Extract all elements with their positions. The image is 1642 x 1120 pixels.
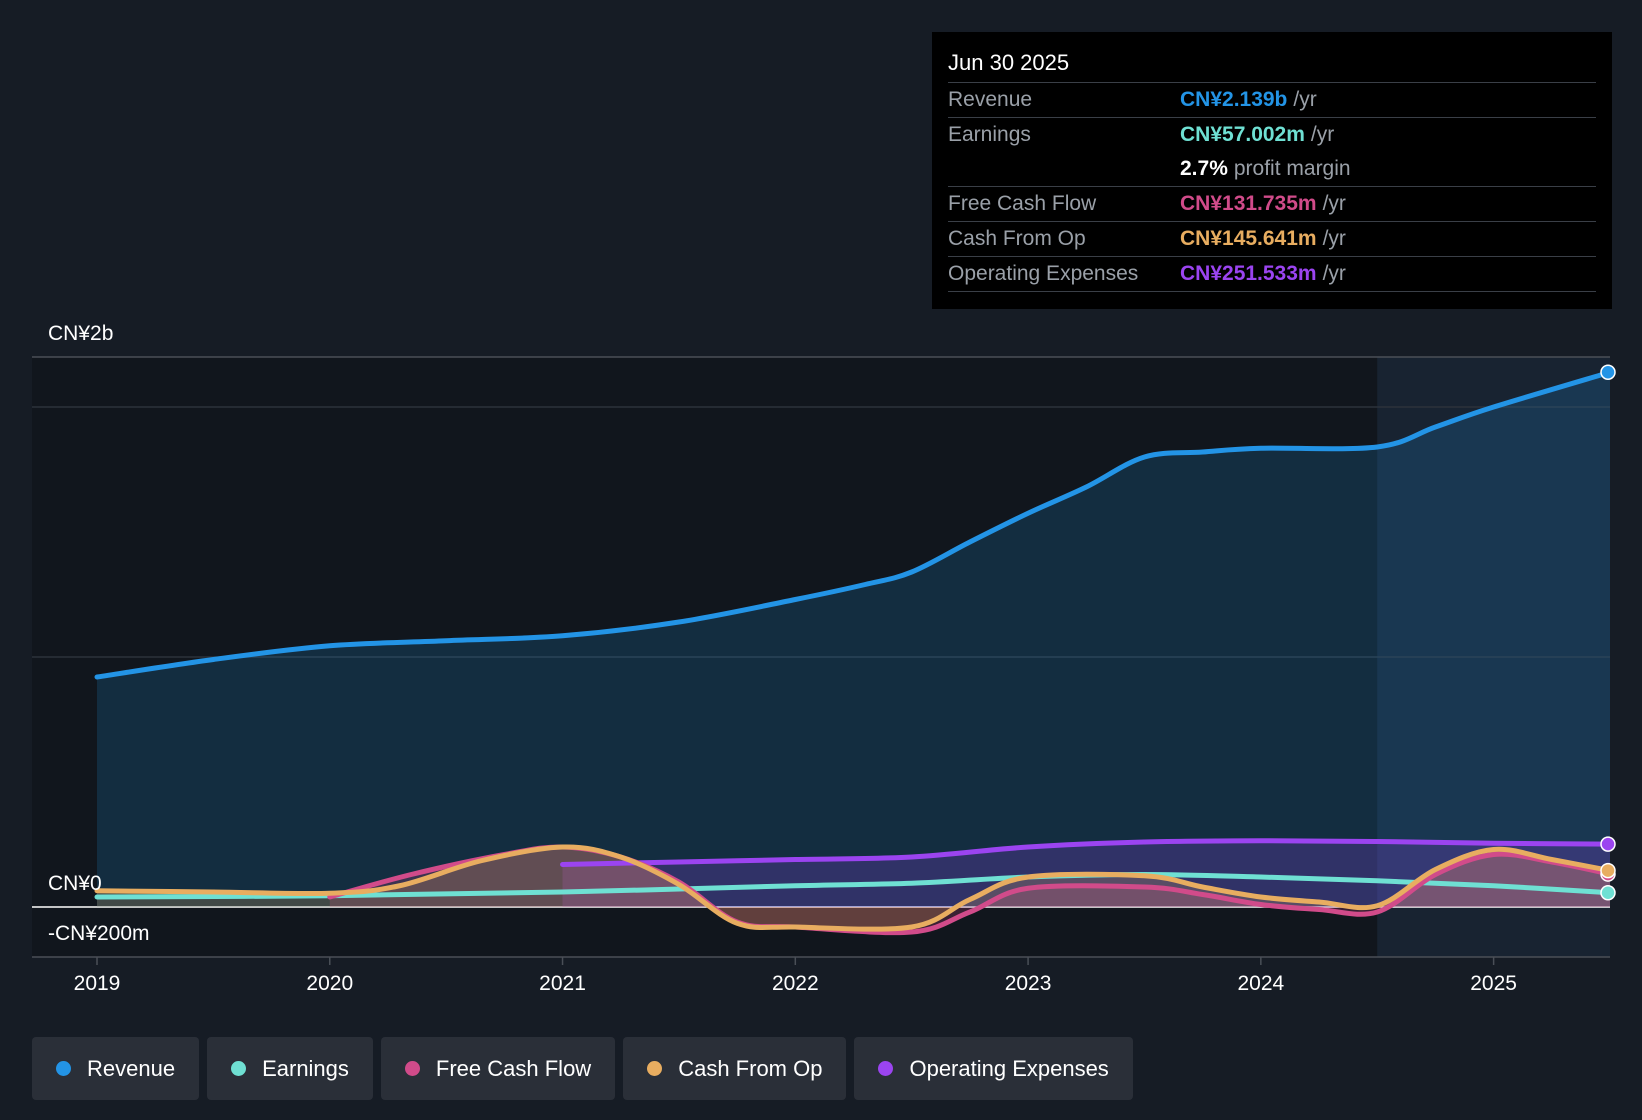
legend-item-operating-expenses[interactable]: Operating Expenses bbox=[854, 1037, 1133, 1100]
tooltip-unit: /yr bbox=[1293, 88, 1317, 111]
tooltip-label: Free Cash Flow bbox=[948, 192, 1097, 215]
tooltip-row-free-cash-flow: Free Cash Flow CN¥131.735m /yr bbox=[948, 187, 1596, 222]
x-tick-label: 2020 bbox=[306, 972, 353, 995]
x-tick-label: 2019 bbox=[74, 972, 121, 995]
x-tick-label: 2021 bbox=[539, 972, 586, 995]
series-line-cfo bbox=[94, 844, 1613, 932]
tooltip-unit: /yr bbox=[1322, 227, 1346, 250]
legend-item-revenue[interactable]: Revenue bbox=[32, 1037, 200, 1100]
tooltip-label: Earnings bbox=[948, 123, 1031, 146]
tooltip-unit: profit margin bbox=[1233, 157, 1351, 180]
tooltip-unit: /yr bbox=[1322, 262, 1346, 285]
line-layer bbox=[94, 369, 1613, 936]
tooltip-date: Jun 30 2025 bbox=[948, 46, 1596, 83]
end-marker-cfo bbox=[1600, 862, 1616, 879]
x-tick-label: 2023 bbox=[1005, 972, 1052, 995]
tooltip-panel: Jun 30 2025 Revenue CN¥2.139b /yr Earnin… bbox=[932, 32, 1612, 309]
y-label-bottom: -CN¥200m bbox=[48, 922, 150, 945]
end-marker-layer bbox=[1600, 364, 1616, 901]
tooltip-row-revenue: Revenue CN¥2.139b /yr bbox=[948, 83, 1596, 118]
tooltip-value: CN¥131.735m bbox=[1180, 192, 1317, 215]
tooltip-label: Cash From Op bbox=[948, 227, 1086, 250]
end-marker-opex bbox=[1600, 836, 1616, 852]
legend-label: Free Cash Flow bbox=[435, 1055, 592, 1081]
tooltip-value: CN¥2.139b bbox=[1180, 88, 1288, 111]
tooltip-label bbox=[948, 152, 1180, 186]
series-line-earnings bbox=[94, 871, 1613, 900]
legend-dot-icon bbox=[231, 1061, 247, 1076]
legend-label: Earnings bbox=[262, 1055, 349, 1081]
legend-dot-icon bbox=[404, 1061, 420, 1076]
x-tick-layer: 2019 2020 2021 2022 2023 2024 2025 bbox=[74, 957, 1517, 995]
y-label-zero: CN¥0 bbox=[48, 872, 102, 895]
legend-dot-icon bbox=[56, 1061, 71, 1076]
x-tick-label: 2024 bbox=[1237, 972, 1284, 995]
tooltip-label: Operating Expenses bbox=[948, 262, 1139, 285]
area-revenue bbox=[97, 372, 1610, 907]
legend-label: Operating Expenses bbox=[909, 1055, 1109, 1081]
tooltip-row-profit-margin: 2.7% profit margin bbox=[948, 152, 1596, 187]
tooltip-row-earnings: Earnings CN¥57.002m /yr bbox=[948, 118, 1596, 152]
tooltip-unit: /yr bbox=[1310, 123, 1335, 146]
end-marker-earnings bbox=[1600, 885, 1616, 901]
tooltip-value: 2.7% bbox=[1180, 157, 1228, 180]
tooltip-value: CN¥145.641m bbox=[1180, 227, 1317, 250]
legend-dot-icon bbox=[878, 1061, 894, 1076]
tooltip-value: CN¥251.533m bbox=[1180, 262, 1317, 285]
series-line-opex bbox=[560, 838, 1613, 867]
legend-label: Cash From Op bbox=[678, 1055, 823, 1081]
y-label-top: CN¥2b bbox=[48, 322, 113, 345]
legend-dot-icon bbox=[647, 1061, 663, 1076]
x-tick-label: 2025 bbox=[1470, 972, 1517, 995]
tooltip-row-operating-expenses: Operating Expenses CN¥251.533m /yr bbox=[948, 257, 1596, 292]
legend-item-cash-from-op[interactable]: Cash From Op bbox=[623, 1037, 847, 1100]
axis-label-layer: CN¥2b CN¥0 -CN¥200m bbox=[48, 322, 150, 945]
tooltip-unit: /yr bbox=[1322, 192, 1346, 215]
area-cfo bbox=[97, 846, 1610, 930]
tooltip-value: CN¥57.002m bbox=[1180, 123, 1305, 146]
tooltip-row-cash-from-op: Cash From Op CN¥145.641m /yr bbox=[948, 222, 1596, 257]
series-line-revenue bbox=[94, 369, 1613, 680]
legend: Revenue Earnings Free Cash Flow Cash Fro… bbox=[32, 1037, 1133, 1100]
x-tick-label: 2022 bbox=[772, 972, 819, 995]
legend-item-free-cash-flow[interactable]: Free Cash Flow bbox=[380, 1037, 616, 1100]
end-marker-revenue bbox=[1600, 364, 1616, 380]
legend-item-earnings[interactable]: Earnings bbox=[207, 1037, 373, 1100]
tooltip-label: Revenue bbox=[948, 88, 1033, 111]
legend-label: Revenue bbox=[87, 1055, 176, 1081]
